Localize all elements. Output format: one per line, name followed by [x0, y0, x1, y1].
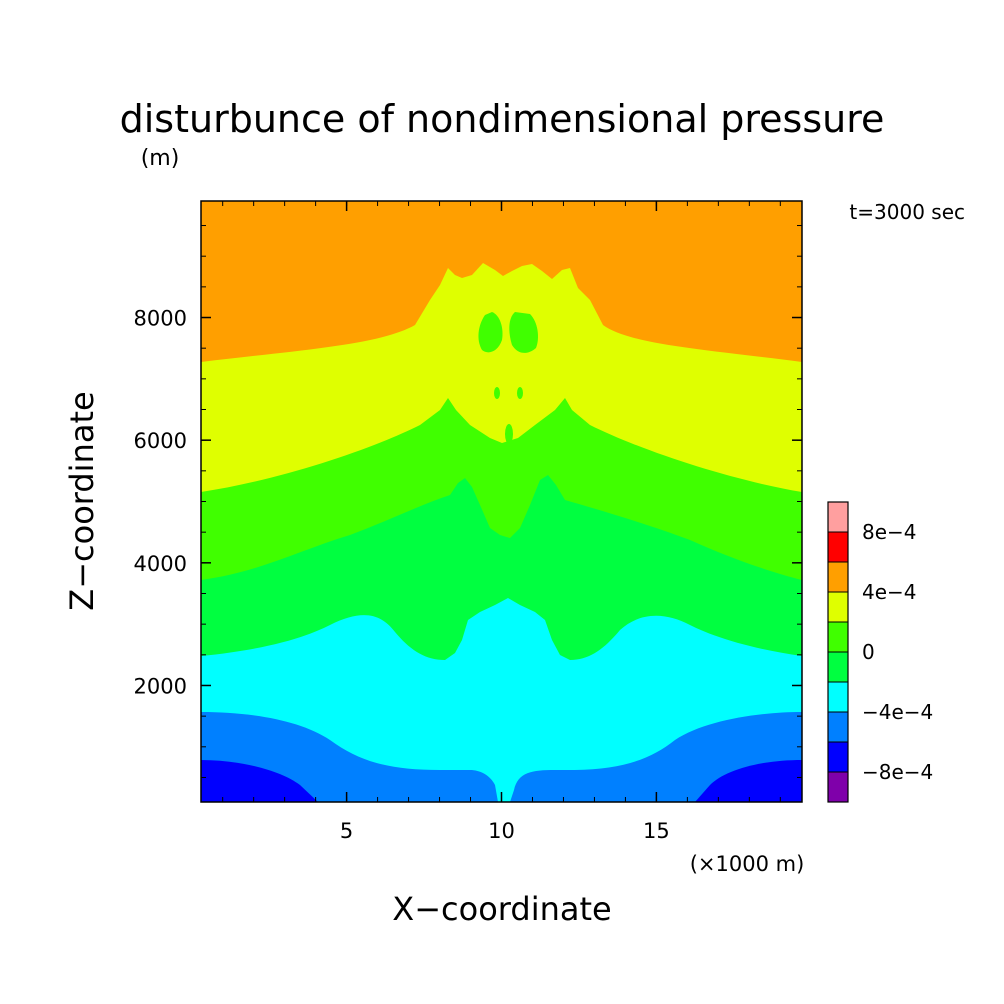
- contour-patch-small-right: [517, 387, 523, 399]
- colorbar-label: 0: [862, 640, 875, 664]
- y-tick-label: 2000: [134, 674, 187, 698]
- contour-patch-upper-right: [509, 312, 538, 353]
- time-label: t=3000 sec: [849, 200, 965, 224]
- colorbar-segment: [828, 592, 848, 622]
- colorbar-segment: [828, 712, 848, 742]
- x-tick-label: 5: [340, 819, 353, 843]
- y-tick-label: 4000: [134, 552, 187, 576]
- chart-title: disturbunce of nondimensional pressure: [120, 97, 885, 141]
- contour-patch-small-left: [494, 387, 500, 399]
- contour-band-blue: [201, 712, 802, 802]
- y-tick-label: 8000: [134, 307, 187, 331]
- colorbar-segment: [828, 742, 848, 772]
- colorbar-segment: [828, 622, 848, 652]
- colorbar-segment: [828, 682, 848, 712]
- colorbar-segment: [828, 772, 848, 802]
- contour-patch-small-center: [505, 424, 513, 444]
- contour-band-darkblue-left: [201, 760, 318, 802]
- x-tick-label: 15: [643, 819, 670, 843]
- colorbar-segment: [828, 562, 848, 592]
- colorbar-label: 4e−4: [862, 580, 917, 604]
- y-axis-label: Z−coordinate: [63, 391, 101, 610]
- contour-field: [201, 201, 802, 802]
- contour-patch-upper-left: [478, 312, 503, 353]
- axis-tick-labels: 5 10 15 2000 4000 6000 8000: [134, 307, 670, 843]
- colorbar-segment: [828, 652, 848, 682]
- x-axis-label: X−coordinate: [392, 890, 611, 928]
- x-tick-label: 10: [488, 819, 515, 843]
- colorbar-label: −8e−4: [862, 760, 933, 784]
- colorbar: [827, 501, 849, 803]
- x-unit-label: (×1000 m): [690, 852, 805, 876]
- colorbar-segment: [828, 532, 848, 562]
- contour-band-cyan: [201, 598, 802, 802]
- y-unit-label: (m): [141, 146, 180, 171]
- colorbar-label: −4e−4: [862, 700, 933, 724]
- axis-ticks: [201, 201, 802, 802]
- y-tick-label: 6000: [134, 429, 187, 453]
- contour-band-darkblue-right: [695, 760, 802, 802]
- colorbar-labels: 8e−4 4e−4 0 −4e−4 −8e−4: [862, 520, 933, 784]
- colorbar-label: 8e−4: [862, 520, 917, 544]
- colorbar-segment: [828, 502, 848, 532]
